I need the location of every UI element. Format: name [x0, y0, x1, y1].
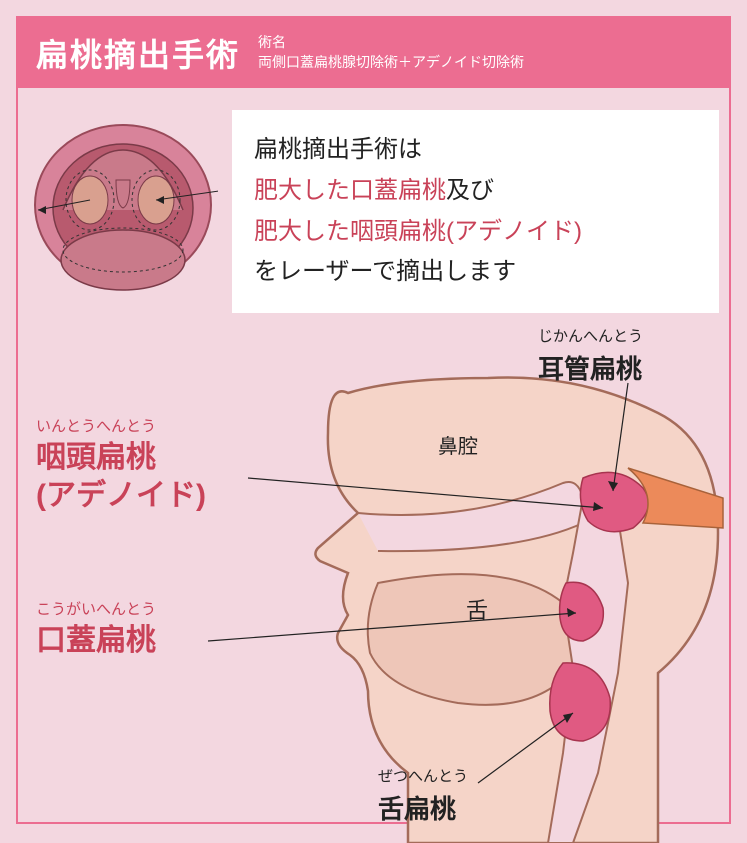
desc-term: 扁桃摘出手術: [254, 136, 398, 163]
ruby-intou: いんとうへんとう: [36, 415, 206, 436]
desc-line-4: をレーザーで摘出します: [254, 252, 697, 293]
text-intou: 咽頭扁桃: [36, 439, 206, 477]
text-kougai: 口蓋扁桃: [36, 622, 156, 660]
label-shita: 舌: [466, 598, 488, 623]
desc-suffix-1: は: [398, 136, 422, 163]
text-zetsu: 舌扁桃: [378, 789, 468, 826]
label-jikan: じかんへんとう 耳管扁桃: [538, 325, 643, 386]
header-bar: 扁桃摘出手術 術名 両側口蓋扁桃腺切除術＋アデノイド切除術: [18, 18, 729, 88]
header-title: 扁桃摘出手術: [36, 30, 240, 76]
head-svg: 鼻腔 舌: [18, 323, 733, 843]
desc-final: をレーザーで摘出します: [254, 258, 516, 285]
desc-red-1: 肥大した口蓋扁桃: [254, 177, 446, 204]
desc-red-2: 肥大した咽頭扁桃(アデノイド): [254, 218, 582, 245]
top-row: 扁桃摘出手術は 肥大した口蓋扁桃及び 肥大した咽頭扁桃(アデノイド) をレーザー…: [18, 88, 729, 323]
mouth-illustration: [28, 110, 218, 300]
desc-line-2: 肥大した口蓋扁桃及び: [254, 171, 697, 212]
ruby-zetsu: ぜつへんとう: [378, 765, 468, 786]
sagittal-diagram: 鼻腔 舌 いんとうへんとう 咽頭扁桃 (アデノイド) こうがいへんとう 口蓋扁桃…: [18, 323, 729, 843]
desc-suffix-2: 及び: [446, 177, 494, 204]
text-intou-sub: (アデノイド): [36, 477, 206, 515]
label-intou: いんとうへんとう 咽頭扁桃 (アデノイド): [36, 415, 206, 514]
text-jikan: 耳管扁桃: [538, 349, 643, 386]
desc-line-1: 扁桃摘出手術は: [254, 130, 697, 171]
header-sub-text: 両側口蓋扁桃腺切除術＋アデノイド切除術: [258, 53, 524, 73]
infographic-frame: 扁桃摘出手術 術名 両側口蓋扁桃腺切除術＋アデノイド切除術: [16, 16, 731, 824]
label-bikuu: 鼻腔: [438, 435, 478, 458]
label-kougai: こうがいへんとう 口蓋扁桃: [36, 598, 156, 660]
ruby-jikan: じかんへんとう: [538, 325, 643, 346]
desc-line-3: 肥大した咽頭扁桃(アデノイド): [254, 212, 697, 253]
header-sub-label: 術名: [258, 33, 524, 53]
ruby-kougai: こうがいへんとう: [36, 598, 156, 619]
mouth-svg: [28, 110, 218, 300]
label-zetsu: ぜつへんとう 舌扁桃: [378, 765, 468, 826]
header-subtitle: 術名 両側口蓋扁桃腺切除術＋アデノイド切除術: [258, 33, 524, 72]
description-box: 扁桃摘出手術は 肥大した口蓋扁桃及び 肥大した咽頭扁桃(アデノイド) をレーザー…: [232, 110, 719, 313]
